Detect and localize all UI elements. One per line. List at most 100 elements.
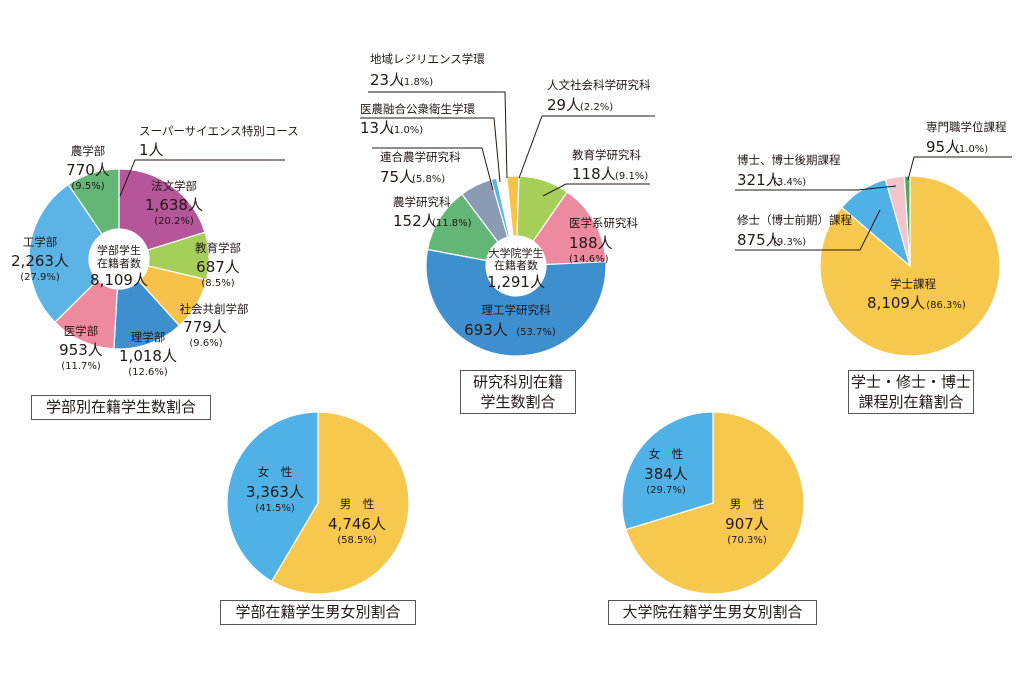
undergrad-gender-labels: 女 性 3,363人 (41.5%) 男 性 4,746人 (58.5%) [246,465,386,546]
label-agri-grad-name: 農学研究科 [393,195,451,209]
label-humanities-pct: (2.2%) [580,102,613,113]
label-united-agri-name: 連合農学研究科 [380,150,461,164]
label-resilience-name: 地域レジリエンス学環 [370,52,485,66]
label-public-health-pct: (1.0%) [390,125,423,136]
label-super-science-name: スーパーサイエンス特別コース [139,124,299,138]
label-resilience-pct: (1.8%) [400,77,433,88]
label-master-name: 修士（博士前期）課程 [737,213,852,227]
label-scieng-grad-count: 693人 [464,321,508,339]
label-eng-pct: (27.9%) [20,272,60,283]
label-bachelor-count: 8,109人 [867,294,925,312]
label-g-male-count: 907人 [725,515,769,533]
faculty-labels: スーパーサイエンス特別コース 1人 農学部 770人 (9.5%) 法文学部 1… [11,124,299,378]
label-sci-pct: (12.6%) [128,367,168,378]
label-professional-name: 専門職学位課程 [926,120,1007,134]
label-med-name: 医学部 [64,324,99,338]
graduate-title-line-2: 学生数割合 [480,393,556,411]
label-ug-male-count: 4,746人 [328,515,386,533]
label-sci-name: 理学部 [131,330,166,344]
label-professional-count: 95人 [926,138,960,156]
course-chart-title: 学士・修士・博士 課程別在籍割合 [848,370,974,414]
label-ug-male-pct: (58.5%) [337,535,377,546]
undergrad-gender-title: 学部在籍学生男女別割合 [220,600,416,625]
graduate-labels: 地域レジリエンス学環 23人 (1.8%) 医農融合公衆衛生学環 13人 (1.… [360,52,651,339]
label-agri-pct: (9.5%) [71,181,104,192]
label-public-health-name: 医農融合公衆衛生学環 [360,102,475,116]
label-law-pct: (20.2%) [154,216,194,227]
label-agri-grad-count: 152人 [393,212,437,230]
label-sci-count: 1,018人 [119,347,177,365]
label-scieng-grad-name: 理工学研究科 [482,303,551,317]
course-title-line-1: 学士・修士・博士 [850,373,971,391]
label-ug-female-pct: (41.5%) [255,503,295,514]
graduate-donut [425,175,607,357]
course-title-line-2: 課程別在籍割合 [858,393,964,411]
label-med-count: 953人 [59,341,103,359]
label-social-pct: (9.6%) [189,338,222,349]
faculty-donut [28,168,210,350]
label-bachelor-name: 学士課程 [890,277,936,291]
label-g-male-name: 男 性 [730,497,765,511]
label-edu-grad-name: 教育学研究科 [572,148,641,162]
slice-4-0 [625,411,805,595]
label-professional-pct: (1.0%) [955,144,988,155]
label-humanities-count: 29人 [547,96,581,114]
course-labels: 専門職学位課程 95人 (1.0%) 博士、博士後期課程 321人 (3.4%)… [737,120,1007,312]
label-g-female-count: 384人 [644,465,688,483]
slice-2-3 [903,175,911,267]
label-agri-name: 農学部 [71,144,106,158]
label-eng-count: 2,263人 [11,252,69,270]
label-med-grad-count: 188人 [569,234,613,252]
label-super-science-count: 1人 [139,141,164,159]
slice-0-6 [28,183,103,324]
graduate-center-value: 1,291人 [487,273,545,291]
label-edu-name: 教育学部 [195,241,241,255]
label-resilience-count: 23人 [370,71,404,89]
label-scieng-grad-pct: (53.7%) [516,327,556,338]
graduate-title-line-1: 研究科別在籍 [472,373,563,391]
label-united-agri-pct: (5.8%) [412,174,445,185]
label-master-count: 875人 [737,231,781,249]
label-med-grad-pct: (14.6%) [569,254,609,265]
slice-1-3 [425,248,607,357]
label-united-agri-count: 75人 [380,168,414,186]
label-ug-female-count: 3,363人 [246,483,304,501]
label-master-pct: (9.3%) [773,237,806,248]
slice-0-7 [67,168,120,236]
label-med-pct: (11.7%) [61,361,101,372]
label-law-count: 1,638人 [145,196,203,214]
slice-0-1 [118,168,206,251]
slice-4-1 [621,411,714,531]
label-eng-name: 工学部 [23,235,58,249]
label-edu-grad-count: 118人 [572,165,616,183]
graduate-gender-labels: 女 性 384人 (29.7%) 男 性 907人 (70.3%) [644,447,769,546]
label-law-name: 法文学部 [151,179,197,193]
undergrad-gender-pie [226,411,410,595]
faculty-center-label-1: 学部学生 [97,243,141,257]
graduate-center-label-1: 大学院学生 [489,246,544,260]
label-doctoral-count: 321人 [737,171,781,189]
label-bachelor-pct: (86.3%) [926,300,966,311]
faculty-center-value: 8,109人 [90,271,148,289]
faculty-chart-title: 学部別在籍学生数割合 [31,395,211,420]
label-edu-pct: (8.5%) [201,278,234,289]
label-doctoral-pct: (3.4%) [773,177,806,188]
label-ug-female-name: 女 性 [258,465,293,479]
faculty-center-label-2: 在籍者数 [97,256,141,270]
label-agri-grad-pct: (11.8%) [432,218,472,229]
label-ug-male-name: 男 性 [340,497,375,511]
slice-3-1 [226,411,319,583]
graduate-chart-title: 研究科別在籍 学生数割合 [460,370,576,414]
label-g-male-pct: (70.3%) [727,535,767,546]
label-g-female-pct: (29.7%) [646,485,686,496]
label-social-name: 社会共創学部 [180,302,249,316]
graduate-gender-title: 大学院在籍学生男女別割合 [608,600,817,625]
label-g-female-name: 女 性 [649,447,684,461]
label-humanities-name: 人文社会科学研究科 [547,78,651,92]
label-edu-count: 687人 [196,258,240,276]
course-pie [819,175,1001,357]
label-edu-grad-pct: (9.1%) [615,171,648,182]
label-med-grad-name: 医学系研究科 [569,216,638,230]
label-agri-count: 770人 [66,161,110,179]
